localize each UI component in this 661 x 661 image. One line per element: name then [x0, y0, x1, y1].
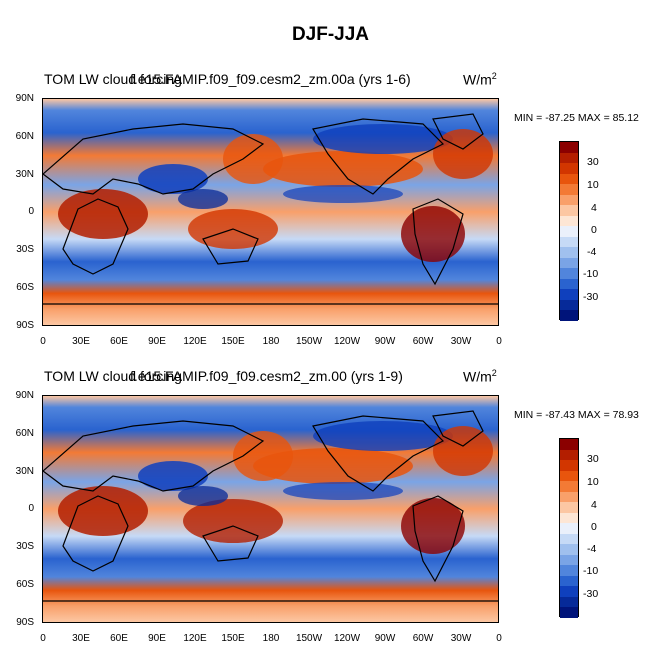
lat-tick-label: 60S — [16, 282, 34, 293]
lon-tick-label: 60E — [110, 633, 128, 644]
lat-tick-label: 90S — [16, 320, 34, 331]
lon-tick-label: 0 — [40, 336, 46, 347]
lat-tick-label: 60S — [16, 579, 34, 590]
panel-case-label: f.e15.FAMIP.f09_f09.cesm2_zm.00a (yrs 1-… — [130, 71, 411, 87]
lon-tick-label: 0 — [496, 633, 502, 644]
panel-variable-label: TOM LW cloud forcing — [44, 368, 182, 384]
lon-tick-label: 150E — [221, 336, 245, 347]
lon-tick-label: 90W — [374, 336, 396, 347]
map-plot-area — [42, 98, 499, 326]
map-panel-bottom: TOM LW cloud forcing f.e15.FAMIP.f09_f09… — [0, 361, 661, 661]
lon-tick-label: 30E — [72, 633, 90, 644]
panel-case-label: f.e15.FAMIP.f09_f09.cesm2_zm.00 (yrs 1-9… — [130, 368, 403, 384]
lon-tick-label: 180 — [262, 633, 280, 644]
map-plot-area — [42, 395, 499, 623]
lon-tick-label: 90E — [148, 633, 166, 644]
colorbar-label: -10 — [583, 268, 599, 280]
lat-tick-label: 30S — [16, 541, 34, 552]
min-max-label: MIN = -87.43 MAX = 78.93 — [514, 409, 639, 421]
lon-tick-label: 60W — [412, 633, 434, 644]
units-label: W/m2 — [463, 368, 497, 385]
contour-field — [43, 396, 498, 622]
lat-tick-label: 30S — [16, 244, 34, 255]
map-panel-top: TOM LW cloud forcing f.e15.FAMIP.f09_f09… — [0, 64, 661, 364]
units-label: W/m2 — [463, 71, 497, 88]
lon-tick-label: 150E — [221, 633, 245, 644]
lon-tick-label: 0 — [496, 336, 502, 347]
colorbar-label: 4 — [591, 202, 597, 214]
contour-field — [43, 99, 498, 325]
lon-tick-label: 120E — [183, 336, 207, 347]
lon-tick-label: 150W — [295, 336, 323, 347]
colorbar-label: 0 — [591, 224, 597, 236]
colorbar-label: 10 — [587, 179, 599, 191]
main-title: DJF-JJA — [291, 24, 370, 45]
colorbar-label: -4 — [587, 543, 597, 555]
panel-title: TOM LW cloud forcing f.e15.FAMIP.f09_f09… — [44, 71, 411, 87]
colorbar — [559, 438, 579, 618]
lon-tick-label: 90E — [148, 336, 166, 347]
lon-tick-label: 30W — [450, 336, 472, 347]
panel-variable-label: TOM LW cloud forcing — [44, 71, 182, 87]
lat-tick-label: 30N — [15, 169, 34, 180]
lon-tick-label: 90W — [374, 633, 396, 644]
colorbar-label: 0 — [591, 521, 597, 533]
lon-tick-label: 30W — [450, 633, 472, 644]
lat-tick-label: 90S — [16, 617, 34, 628]
lat-tick-label: 60N — [15, 428, 34, 439]
colorbar-label: -30 — [583, 291, 599, 303]
lat-tick-label: 60N — [15, 131, 34, 142]
panel-title: TOM LW cloud forcing f.e15.FAMIP.f09_f09… — [44, 368, 403, 384]
lat-tick-label: 30N — [15, 466, 34, 477]
min-max-label: MIN = -87.25 MAX = 85.12 — [514, 112, 639, 124]
lon-tick-label: 120E — [183, 633, 207, 644]
lon-tick-label: 120W — [333, 336, 361, 347]
colorbar-label: -30 — [583, 588, 599, 600]
lon-tick-label: 150W — [295, 633, 323, 644]
lon-tick-label: 0 — [40, 633, 46, 644]
lon-tick-label: 30E — [72, 336, 90, 347]
lat-tick-label: 90N — [15, 93, 34, 104]
colorbar-label: 10 — [587, 476, 599, 488]
lat-tick-label: 0 — [28, 206, 34, 217]
colorbar-label: 30 — [587, 453, 599, 465]
colorbar — [559, 141, 579, 321]
lon-tick-label: 180 — [262, 336, 280, 347]
lat-tick-label: 90N — [15, 390, 34, 401]
colorbar-label: -4 — [587, 246, 597, 258]
lon-tick-label: 60W — [412, 336, 434, 347]
colorbar-label: -10 — [583, 565, 599, 577]
colorbar-label: 30 — [587, 156, 599, 168]
colorbar-label: 4 — [591, 499, 597, 511]
lat-tick-label: 0 — [28, 503, 34, 514]
lon-tick-label: 60E — [110, 336, 128, 347]
lon-tick-label: 120W — [333, 633, 361, 644]
